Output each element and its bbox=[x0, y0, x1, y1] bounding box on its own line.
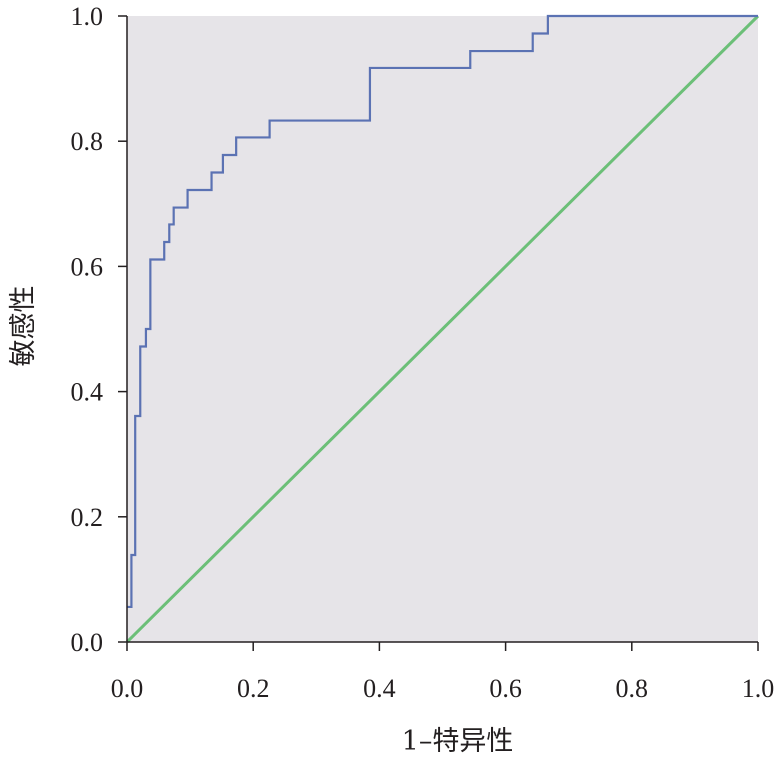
y-tick-label: 0.2 bbox=[71, 503, 104, 532]
roc-curve bbox=[127, 14, 758, 609]
y-axis-label: 敏感性 bbox=[8, 286, 39, 367]
ticks: 0.0 0.2 0.4 0.6 0.8 1.0 0.0 0.2 0.4 0.6 0.8 1.0 bbox=[71, 2, 775, 703]
x-tick-label: 0.0 bbox=[111, 674, 144, 703]
x-tick-label: 0.4 bbox=[363, 674, 396, 703]
y-tick-label: 1.0 bbox=[71, 2, 104, 31]
series-layer bbox=[125, 14, 760, 644]
y-tick-label: 0.4 bbox=[71, 378, 104, 407]
x-tick-label: 0.6 bbox=[489, 674, 522, 703]
reference-line bbox=[125, 14, 760, 644]
y-tick-label: 0.0 bbox=[71, 628, 104, 657]
y-tick-label: 0.6 bbox=[71, 252, 104, 281]
x-tick-label: 0.2 bbox=[237, 674, 270, 703]
x-tick-label: 0.8 bbox=[616, 674, 649, 703]
y-tick-label: 0.8 bbox=[71, 127, 104, 156]
x-tick-label: 1.0 bbox=[742, 674, 775, 703]
x-axis-label: 1–特异性 bbox=[402, 726, 514, 757]
